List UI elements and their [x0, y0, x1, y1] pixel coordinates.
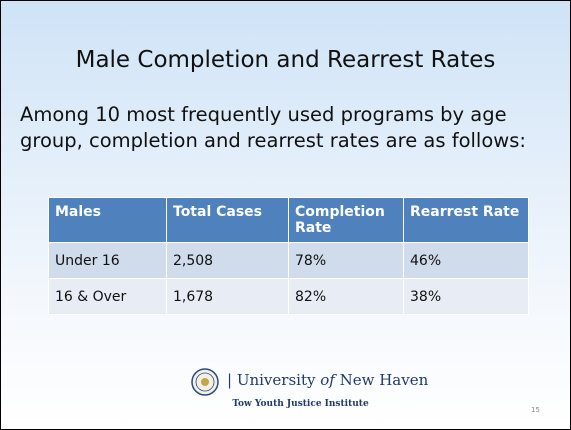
cell: 78%	[288, 242, 404, 279]
header-row: Males Total Cases Completion Rate Rearre…	[48, 197, 529, 243]
page-number: 15	[531, 406, 540, 414]
name-part: New Haven	[339, 371, 429, 389]
cell: 2,508	[166, 242, 289, 279]
cell: 1,678	[166, 278, 289, 315]
table-row: Under 16 2,508 78% 46%	[48, 242, 529, 279]
cell: Under 16	[48, 242, 167, 279]
institute-name: Tow Youth Justice Institute	[232, 399, 369, 409]
column-header: Males	[48, 197, 167, 243]
university-name: | University of New Haven	[227, 371, 429, 389]
university-seal	[191, 368, 219, 396]
cell: 46%	[403, 242, 529, 279]
intro-text: Among 10 most frequently used programs b…	[20, 103, 526, 152]
column-header: Rearrest Rate	[403, 197, 529, 243]
cell: 16 & Over	[48, 278, 167, 315]
rates-table: Males Total Cases Completion Rate Rearre…	[48, 197, 529, 315]
name-part: University	[236, 371, 316, 389]
table-row: 16 & Over 1,678 82% 38%	[48, 278, 529, 315]
column-header: Completion Rate	[288, 197, 404, 243]
slide-title: Male Completion and Rearrest Rates	[75, 47, 496, 73]
cell: 38%	[403, 278, 529, 315]
name-part: of	[320, 371, 335, 389]
cell: 82%	[288, 278, 404, 315]
column-header: Total Cases	[166, 197, 289, 243]
